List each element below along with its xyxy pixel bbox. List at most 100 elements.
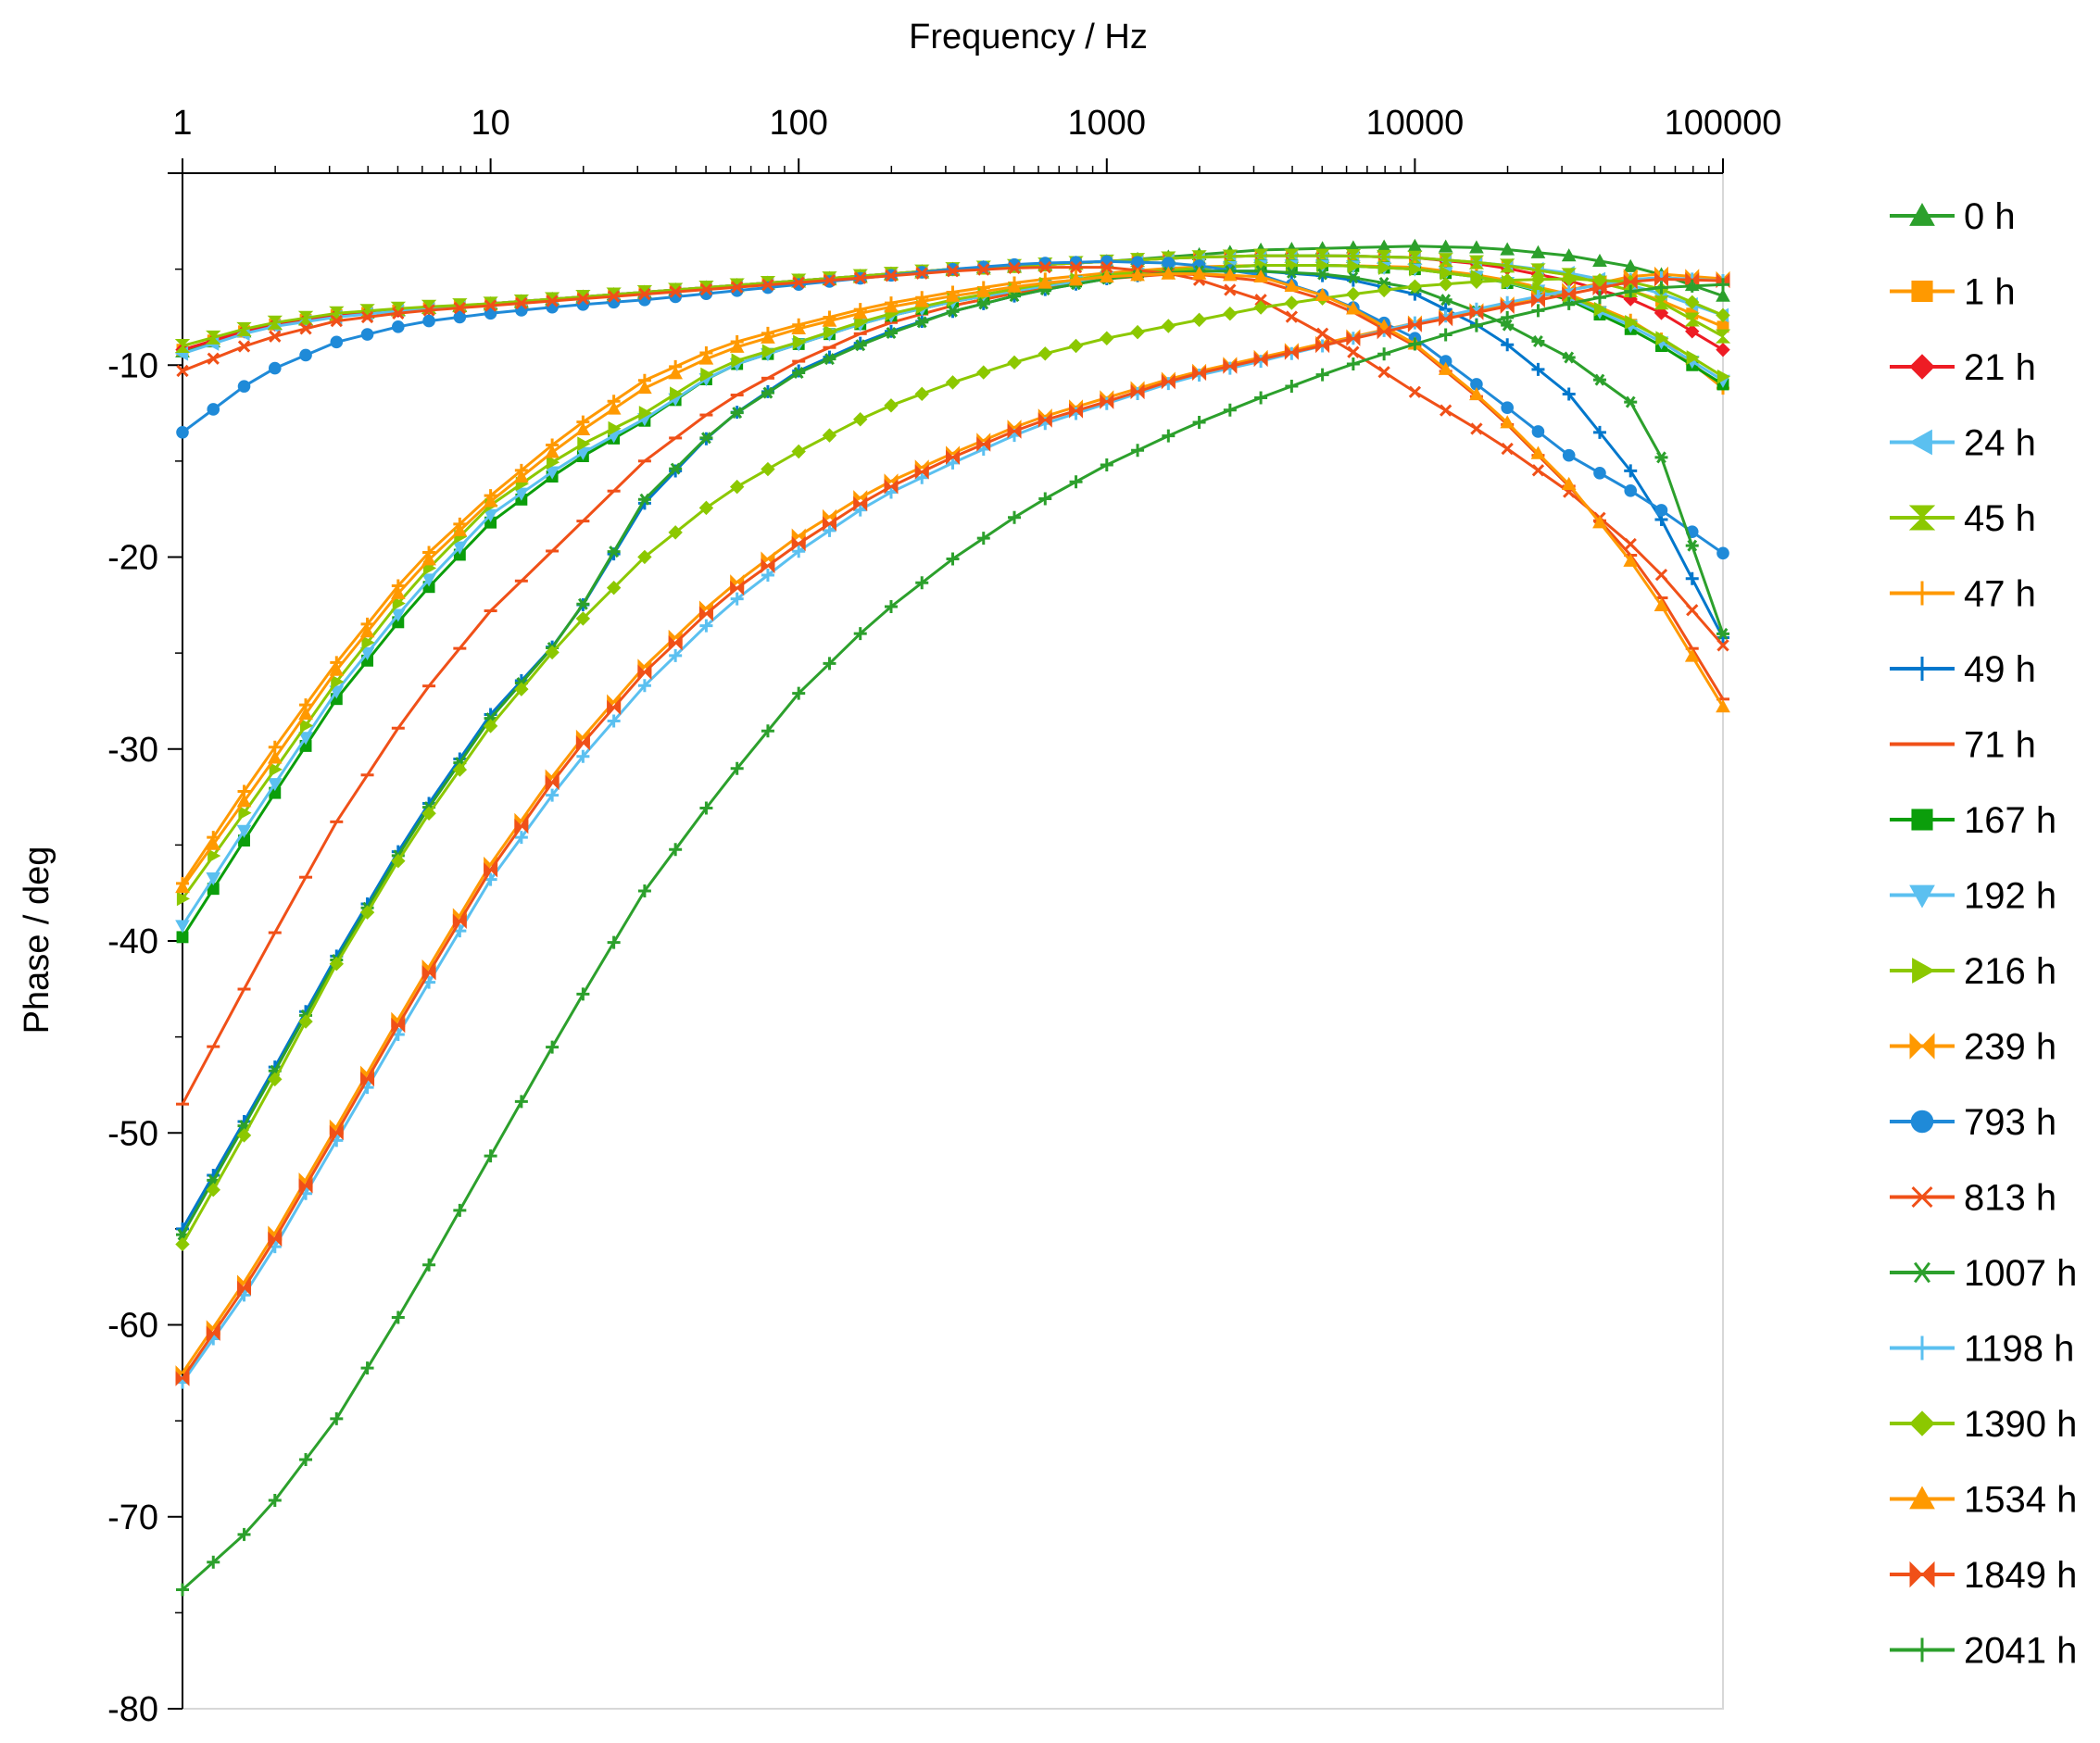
data-point	[175, 1236, 190, 1252]
data-point	[298, 706, 313, 721]
data-point	[176, 425, 189, 439]
data-point	[792, 686, 806, 700]
data-point	[391, 853, 406, 869]
data-point	[237, 1527, 251, 1541]
series-2041-h	[176, 278, 1729, 1597]
data-point	[1161, 266, 1176, 280]
data-point	[236, 321, 252, 336]
data-point	[1008, 290, 1022, 303]
data-point	[1254, 391, 1268, 405]
data-point	[298, 732, 313, 746]
legend-marker	[1909, 202, 1935, 226]
data-point	[1562, 351, 1576, 364]
data-point	[268, 1494, 282, 1508]
data-point	[392, 320, 405, 333]
data-point	[1655, 331, 1669, 346]
legend: 0 h 1 h 21 h 24 h 45 h 47 h 49 h 71 h 167 h 192 h…	[1890, 196, 2077, 1672]
data-point	[1130, 383, 1145, 400]
data-point	[823, 657, 836, 671]
data-point	[1284, 278, 1300, 292]
data-point	[1254, 294, 1267, 307]
data-point	[761, 386, 774, 399]
data-point	[698, 606, 713, 621]
data-point	[452, 913, 467, 930]
legend-entry: 49 h	[1890, 649, 2036, 690]
data-point	[1008, 261, 1021, 275]
data-point	[1623, 274, 1638, 290]
data-point	[546, 788, 560, 802]
legend-label: 239 h	[1964, 1027, 2056, 1068]
legend-label: 24 h	[1964, 423, 2036, 464]
legend-marker	[1910, 1261, 1934, 1284]
data-point	[915, 316, 929, 329]
data-point	[268, 361, 282, 375]
data-point	[1439, 328, 1452, 342]
legend-marker	[1908, 429, 1932, 456]
data-point	[390, 608, 406, 622]
data-point	[637, 664, 652, 680]
data-point	[1407, 317, 1422, 332]
data-point	[1623, 258, 1639, 272]
data-point	[1007, 355, 1022, 370]
data-point	[946, 305, 960, 318]
data-point	[730, 592, 744, 606]
data-point	[237, 340, 251, 353]
data-point	[1530, 445, 1546, 459]
data-point	[1501, 319, 1515, 332]
data-point	[236, 824, 252, 838]
data-point	[1130, 324, 1145, 340]
data-point	[1377, 366, 1390, 379]
data-point	[1377, 347, 1391, 361]
data-point	[1654, 281, 1668, 295]
data-point	[390, 585, 406, 599]
data-point	[699, 619, 713, 633]
data-point	[606, 401, 622, 415]
legend-entry: 1849 h	[1890, 1555, 2077, 1596]
data-point	[1191, 312, 1207, 328]
legend-marker	[1910, 657, 1934, 681]
data-point	[359, 624, 375, 638]
data-point	[791, 535, 806, 552]
data-point	[453, 301, 467, 315]
data-point	[1069, 475, 1083, 489]
data-point	[359, 646, 375, 661]
data-point	[1007, 423, 1022, 439]
series-1534-h	[175, 266, 1730, 894]
legend-marker	[1908, 505, 1936, 531]
data-point	[1408, 337, 1422, 351]
x-tick-label: 100000	[1665, 104, 1782, 143]
data-point	[1285, 310, 1299, 323]
data-point	[453, 310, 467, 324]
legend-label: 21 h	[1964, 347, 2036, 388]
legend-label: 793 h	[1964, 1102, 2056, 1143]
data-point	[1161, 373, 1176, 390]
legend-entry: 45 h	[1890, 498, 2036, 539]
data-point	[1592, 373, 1606, 386]
data-point	[699, 282, 713, 296]
legend-entry: 813 h	[1890, 1178, 2056, 1219]
data-point	[452, 541, 468, 555]
legend-label: 167 h	[1964, 800, 2056, 841]
data-point	[1501, 310, 1515, 324]
legend-entry: 71 h	[1890, 725, 2036, 766]
data-point	[545, 645, 560, 660]
legend-label: 216 h	[1964, 951, 2056, 992]
data-point	[299, 718, 314, 734]
data-point	[298, 1178, 313, 1194]
legend-entry: 1390 h	[1890, 1404, 2077, 1445]
data-point	[1162, 429, 1176, 443]
series-813-h	[176, 260, 1729, 652]
y-axis-label: Phase / deg	[18, 846, 57, 1035]
data-point	[1315, 268, 1329, 281]
data-point	[698, 351, 714, 365]
data-point	[207, 352, 220, 365]
data-point	[175, 920, 190, 934]
data-point	[1593, 301, 1607, 317]
data-point	[976, 365, 991, 380]
data-point	[175, 879, 190, 894]
series-47-h	[176, 258, 1729, 890]
data-point	[761, 330, 775, 344]
data-point	[1223, 306, 1238, 321]
series-line	[181, 270, 1725, 1230]
